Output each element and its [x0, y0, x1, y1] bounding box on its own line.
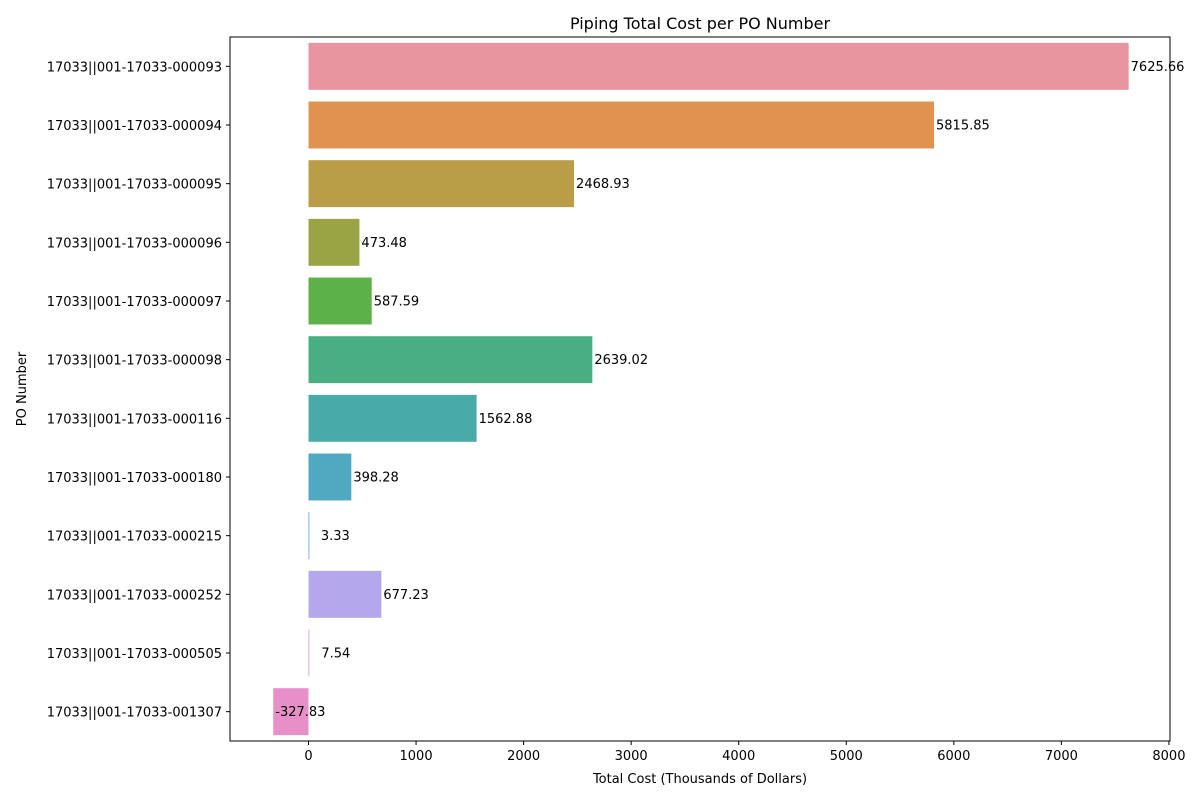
y-axis: 17033||001-17033-000093 17033||001-17033-… — [47, 60, 230, 721]
value-label: 2468.93 — [576, 177, 630, 192]
y-tick-label: 17033||001-17033-000098 — [47, 354, 222, 369]
y-axis-label: PO Number — [15, 351, 30, 426]
x-tick-label: 6000 — [937, 749, 970, 764]
bar-000096 — [308, 218, 360, 266]
x-tick-label: 5000 — [830, 749, 863, 764]
plot-frame — [229, 36, 1171, 742]
bar-000180 — [308, 453, 352, 501]
value-label: 473.48 — [361, 236, 407, 251]
y-tick-label: 17033||001-17033-000505 — [47, 647, 222, 662]
bar-001307 — [273, 688, 309, 736]
value-label: 7625.66 — [1131, 60, 1185, 75]
x-tick-label: 8000 — [1152, 749, 1185, 764]
bar-000505 — [308, 629, 310, 677]
bar-000098 — [308, 336, 593, 384]
bar-000093 — [308, 42, 1129, 90]
x-tick-label: 2000 — [507, 749, 540, 764]
y-tick-label: 17033||001-17033-001307 — [47, 706, 222, 721]
bar-000094 — [308, 101, 935, 149]
value-label: 398.28 — [353, 471, 399, 486]
x-axis: 0 1000 2000 3000 4000 5000 6000 7000 8000 — [304, 741, 1185, 764]
value-label: 677.23 — [383, 588, 429, 603]
y-tick-label: 17033||001-17033-000180 — [47, 471, 222, 486]
x-axis-label: Total Cost (Thousands of Dollars) — [592, 772, 807, 787]
y-tick-label: 17033||001-17033-000215 — [47, 530, 222, 545]
x-tick-label: 0 — [304, 749, 312, 764]
value-label: 3.33 — [321, 529, 350, 544]
value-label: 7.54 — [321, 647, 350, 662]
y-tick-label: 17033||001-17033-000252 — [47, 588, 222, 603]
x-tick-label: 7000 — [1045, 749, 1078, 764]
y-tick-label: 17033||001-17033-000093 — [47, 60, 222, 75]
value-label: 587.59 — [374, 295, 420, 310]
value-label: 1562.88 — [479, 412, 533, 427]
bar-000215 — [308, 512, 310, 560]
x-tick-label: 3000 — [615, 749, 648, 764]
chart-title: Piping Total Cost per PO Number — [570, 14, 831, 33]
x-tick-label: 1000 — [400, 749, 433, 764]
value-label: 5815.85 — [936, 119, 990, 134]
value-label: 2639.02 — [594, 353, 648, 368]
value-label: -327.83 — [275, 705, 325, 720]
y-tick-label: 17033||001-17033-000097 — [47, 295, 222, 310]
y-tick-label: 17033||001-17033-000094 — [47, 119, 222, 134]
x-tick-label: 4000 — [722, 749, 755, 764]
bar-000095 — [308, 160, 575, 208]
value-labels-group: 7625.66 5815.85 2468.93 473.48 587.59 2639.02… — [275, 60, 1184, 720]
bar-000116 — [308, 394, 477, 442]
y-tick-label: 17033||001-17033-000096 — [47, 236, 222, 251]
bar-000252 — [308, 570, 382, 618]
y-tick-label: 17033||001-17033-000116 — [47, 412, 222, 427]
bars-group — [273, 42, 1129, 736]
bar-000097 — [308, 277, 372, 325]
y-tick-label: 17033||001-17033-000095 — [47, 178, 222, 193]
